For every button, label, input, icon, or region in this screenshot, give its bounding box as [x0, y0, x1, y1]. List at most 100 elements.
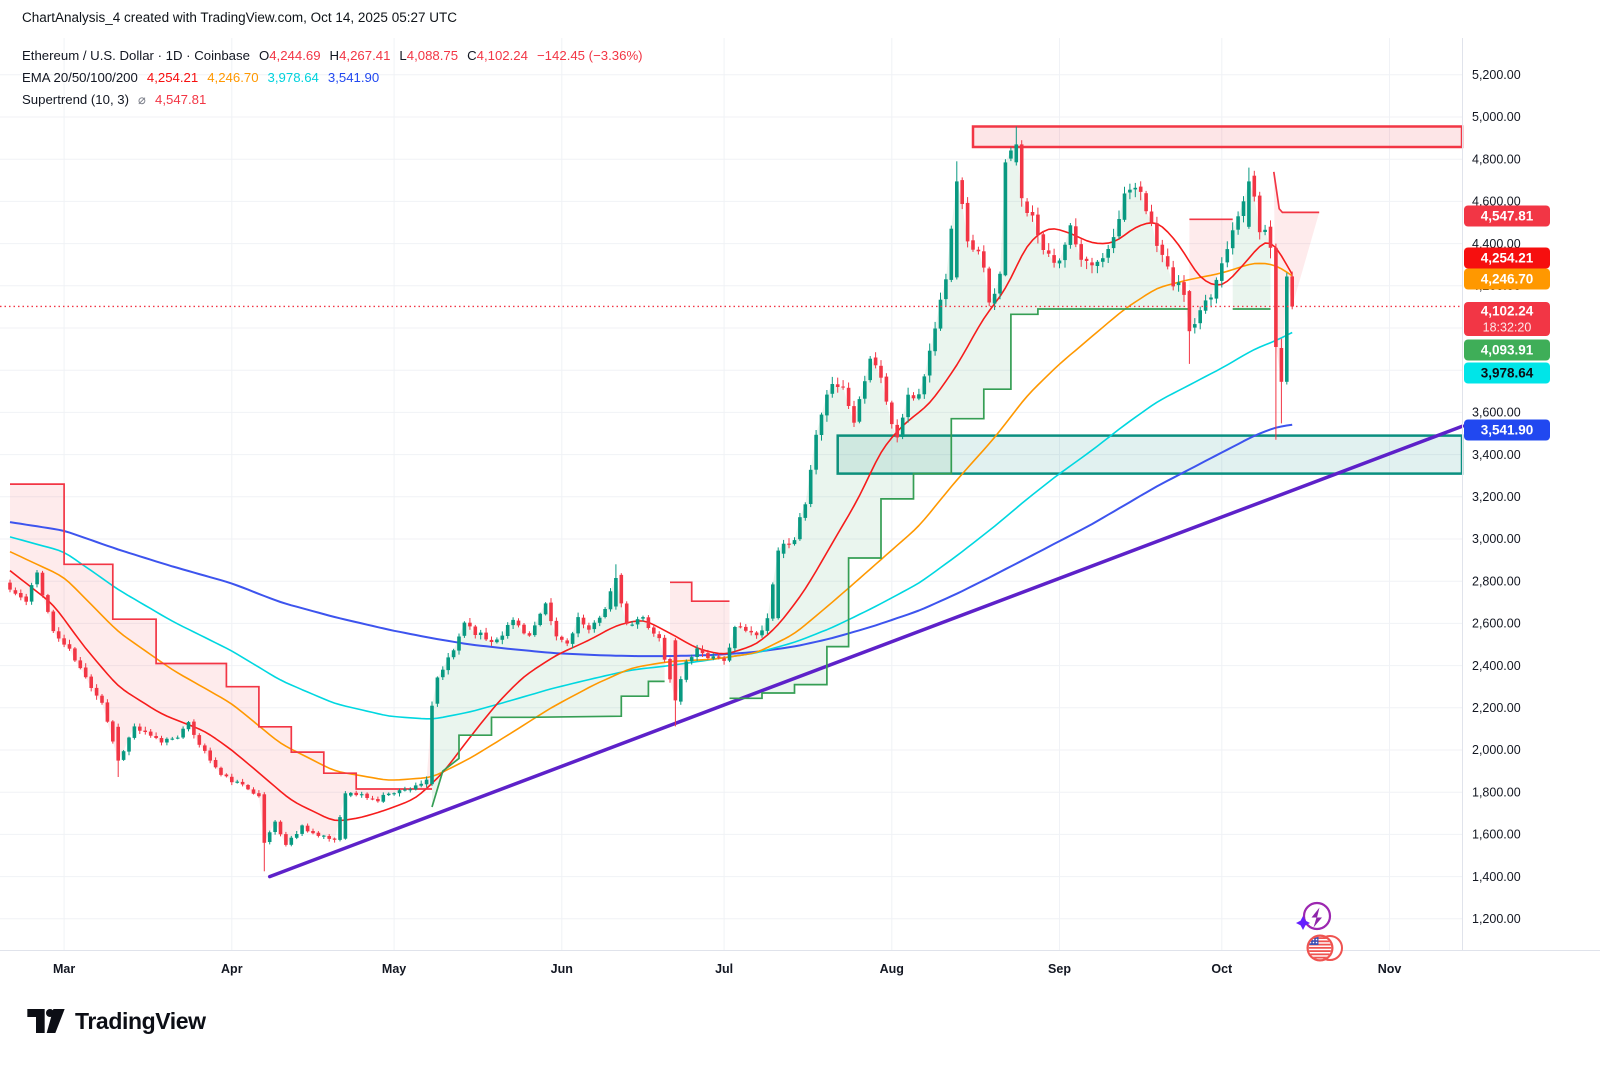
candle-body — [982, 251, 986, 268]
candle-body — [1019, 144, 1024, 199]
y-tick-label: 2,200.00 — [1472, 701, 1521, 715]
candle-body — [73, 648, 77, 661]
candle-body — [1198, 310, 1202, 324]
candle-body — [100, 695, 104, 703]
candle-body — [376, 799, 380, 802]
y-tick-label: 3,200.00 — [1472, 490, 1521, 504]
price-tag-value: 4,254.21 — [1481, 251, 1534, 266]
supertrend-lines — [10, 171, 1320, 808]
supertrend-fill — [432, 578, 665, 807]
candle-body — [597, 617, 602, 623]
candle-body — [592, 622, 597, 630]
candle-body — [873, 357, 878, 366]
ema50-line — [9, 262, 1293, 781]
candle-body — [641, 617, 645, 619]
candle-body — [235, 781, 239, 783]
candle-body — [960, 180, 964, 204]
candle-body — [1187, 291, 1192, 332]
candle-body — [40, 572, 45, 596]
price-tag-value: 4,246.70 — [1481, 272, 1534, 287]
supertrend-row[interactable]: Supertrend (10, 3) ⌀ 4,547.81 — [22, 89, 652, 111]
candle-body — [1144, 193, 1148, 212]
supertrend-avg-icon: ⌀ — [138, 92, 146, 107]
candle-body — [127, 737, 131, 752]
candle-body — [267, 832, 272, 842]
candle-body — [1176, 282, 1181, 286]
candle-body — [111, 721, 115, 742]
candle-body — [381, 794, 386, 802]
candles-layer[interactable] — [8, 126, 1294, 872]
candle-body — [208, 750, 212, 761]
candle-body — [1155, 223, 1159, 246]
resistance-zone[interactable] — [971, 125, 1464, 149]
candle-body — [825, 394, 829, 416]
candle-body — [397, 790, 402, 794]
symbol-row[interactable]: Ethereum / U.S. Dollar · 1D · Coinbase O… — [22, 45, 652, 67]
x-month-label: Apr — [221, 962, 243, 976]
candle-body — [105, 702, 110, 722]
ema-row[interactable]: EMA 20/50/100/200 4,254.21 4,246.70 3,97… — [22, 67, 652, 89]
candle-body — [343, 793, 348, 839]
supertrend-fill — [1273, 171, 1320, 382]
supertrend-down-line — [1272, 171, 1320, 214]
candle-body — [365, 793, 369, 798]
candle-body — [879, 365, 883, 378]
y-tick-label: 3,000.00 — [1472, 532, 1521, 546]
candle-body — [83, 667, 88, 678]
candle-body — [1003, 162, 1008, 276]
candle-body — [240, 781, 245, 785]
candle-body — [1052, 255, 1056, 263]
x-month-label: Oct — [1211, 962, 1233, 976]
candle-body — [603, 609, 607, 617]
price-scale[interactable]: 5,200.00 5,000.00 4,800.00 4,600.00 4,400.00… — [1472, 68, 1521, 926]
ema50-value: 4,246.70 — [207, 70, 259, 85]
candle-body — [224, 774, 229, 777]
supertrend-down-line — [10, 483, 432, 790]
candle-body — [116, 726, 120, 761]
y-tick-label: 3,600.00 — [1472, 406, 1521, 420]
supertrend-fill-layer — [10, 144, 1320, 845]
event-us-flag-icon[interactable] — [1307, 936, 1333, 961]
flag-stripe — [1308, 943, 1332, 946]
y-tick-label: 4,800.00 — [1472, 152, 1521, 166]
tradingview-logo-link[interactable]: TradingView — [26, 1005, 206, 1037]
candle-body — [51, 611, 56, 632]
candle-body — [608, 591, 613, 610]
candle-body — [819, 414, 824, 435]
time-scale[interactable]: Mar Apr May Jun Jul Aug Sep Oct Nov — [53, 962, 1401, 976]
candle-body — [955, 181, 959, 278]
sparkle-glyph — [1296, 916, 1310, 930]
candle-body — [1209, 297, 1213, 300]
candle-body — [457, 636, 461, 651]
price-tag-value: 3,541.90 — [1481, 423, 1534, 438]
candle-body — [1268, 226, 1273, 248]
x-month-label: Jun — [551, 962, 573, 976]
candle-body — [662, 637, 667, 660]
candle-body — [998, 273, 1002, 294]
candle-body — [830, 384, 835, 394]
flag-star-dot — [1312, 938, 1315, 941]
candle-body — [246, 785, 250, 790]
candle-body — [927, 350, 932, 376]
y-tick-label: 2,800.00 — [1472, 574, 1521, 588]
candle-body — [570, 633, 575, 644]
y-tick-label: 5,000.00 — [1472, 110, 1521, 124]
event-markers[interactable] — [1296, 901, 1343, 962]
candle-body — [1257, 195, 1262, 233]
candle-body — [1133, 187, 1138, 190]
ascending-trendline[interactable] — [267, 424, 1465, 879]
candle-body — [322, 835, 326, 837]
candle-body — [722, 658, 726, 661]
candle-body — [576, 617, 580, 634]
grid-layer — [0, 38, 1462, 950]
chart-legend[interactable]: Ethereum / U.S. Dollar · 1D · Coinbase O… — [22, 45, 652, 111]
candle-body — [1041, 234, 1046, 250]
candle-body — [294, 834, 299, 838]
candle-body — [1290, 276, 1294, 307]
candle-body — [792, 540, 797, 545]
candle-body — [1057, 260, 1062, 264]
candle-body — [549, 602, 553, 622]
candle-body — [1225, 249, 1230, 263]
candle-body — [1014, 144, 1019, 163]
